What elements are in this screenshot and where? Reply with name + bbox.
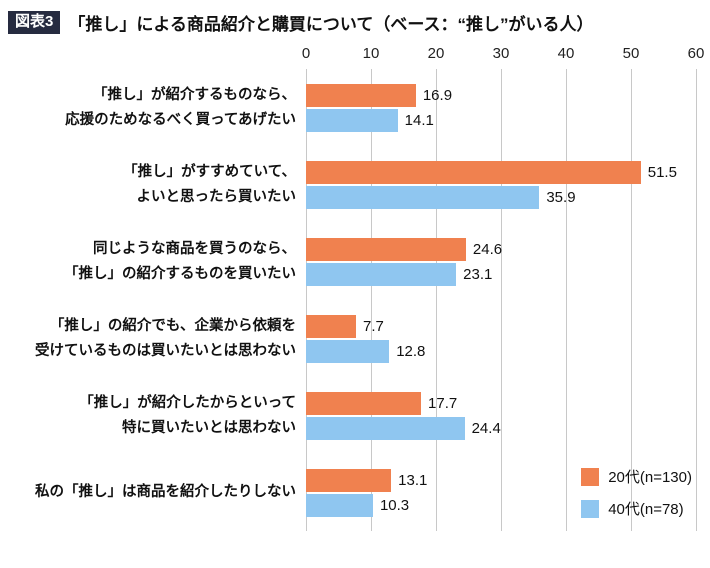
- x-axis-tick-label: 20: [427, 45, 445, 62]
- x-axis-tick-label: 0: [301, 45, 311, 62]
- chart-body: 「推し」が紹介するものなら、応援のためなるべく買ってあげたい「推し」がすすめてい…: [6, 69, 697, 531]
- bar-row: 12.8: [306, 339, 696, 363]
- bar-row: 10.3: [306, 493, 696, 517]
- category-label: 同じような商品を買うのなら、「推し」の紹介するものを買いたい: [6, 223, 306, 300]
- chart-title: 「推し」による商品紹介と購買について（ベース：“推し”がいる人）: [68, 15, 594, 34]
- x-axis-tick-label: 30: [492, 45, 510, 62]
- bar-row: 7.7: [306, 314, 696, 338]
- bar-40代(n=78): [306, 493, 373, 517]
- category-label-line: よいと思ったら買いたい: [136, 188, 297, 205]
- bar-row: 14.1: [306, 108, 696, 132]
- category-label-line: 同じような商品を買うのなら、: [93, 240, 296, 257]
- bar-group: 17.7 24.4: [306, 377, 696, 454]
- bar-40代(n=78): [306, 108, 398, 132]
- legend-label: 20代(n=130): [608, 469, 692, 486]
- gridline: [306, 69, 307, 531]
- gridline: [696, 69, 697, 531]
- bar-value-label: 24.4: [471, 419, 501, 437]
- x-axis-tick-label: 60: [687, 45, 705, 62]
- bar-value-label: 12.8: [396, 342, 426, 360]
- category-label: 「推し」の紹介でも、企業から依頼を受けているものは買いたいとは思わない: [6, 300, 306, 377]
- bar-row: 16.9: [306, 83, 696, 107]
- bar-40代(n=78): [306, 262, 457, 286]
- legend-label: 40代(n=78): [608, 501, 684, 518]
- category-label-line: 「推し」がすすめていて、: [123, 163, 296, 180]
- category-label-line: 「推し」の紹介でも、企業から依頼を: [49, 317, 296, 334]
- figure-number-badge: 図表3: [8, 10, 61, 35]
- bar-20代(n=130): [306, 391, 422, 415]
- legend-item: 20代(n=130): [581, 466, 692, 487]
- category-labels: 「推し」が紹介するものなら、応援のためなるべく買ってあげたい「推し」がすすめてい…: [6, 69, 306, 531]
- chart-header: 図表3 「推し」による商品紹介と購買について（ベース：“推し”がいる人）: [8, 10, 696, 35]
- bar-value-label: 13.1: [398, 471, 428, 489]
- gridline: [370, 69, 372, 531]
- bar-40代(n=78): [306, 339, 390, 363]
- bar-value-label: 23.1: [463, 265, 493, 283]
- bar-20代(n=130): [306, 468, 392, 492]
- bar-group: 24.6 23.1: [306, 223, 696, 300]
- gridline: [435, 69, 437, 531]
- legend-item: 40代(n=78): [581, 498, 692, 519]
- category-label-line: 「推し」が紹介するものなら、: [93, 86, 296, 103]
- bar-row: 24.6: [306, 237, 696, 261]
- bar-value-label: 51.5: [647, 163, 677, 181]
- category-label: 「推し」が紹介したからといって特に買いたいとは思わない: [6, 377, 306, 454]
- bar-row: 23.1: [306, 262, 696, 286]
- bar-20代(n=130): [306, 160, 641, 184]
- category-label-line: 特に買いたいとは思わない: [122, 419, 296, 436]
- category-label: 私の「推し」は商品を紹介したりしない: [6, 454, 306, 531]
- bar-value-label: 24.6: [472, 240, 503, 258]
- bar-group: 13.1 10.3: [306, 454, 696, 531]
- bar-20代(n=130): [306, 314, 357, 338]
- bar-group: 7.7 12.8: [306, 300, 696, 377]
- bar-20代(n=130): [306, 237, 466, 261]
- category-label: 「推し」がすすめていて、よいと思ったら買いたい: [6, 146, 306, 223]
- bar-row: 51.5: [306, 160, 696, 184]
- bar-value-label: 16.9: [422, 86, 453, 104]
- bar-value-label: 10.3: [379, 496, 410, 514]
- legend: 20代(n=130) 40代(n=78): [581, 466, 692, 519]
- gridline: [631, 69, 632, 531]
- plot-area: 16.9 14.1 51.5 35.9 24.6 23.1 7.7 12.8 17.7 24.4 1…: [306, 69, 697, 531]
- legend-swatch: [581, 467, 600, 486]
- x-axis-tick-label: 40: [557, 45, 575, 62]
- bar-value-label: 14.1: [404, 111, 434, 129]
- x-axis-ticks: 0 10 20 30 40 50 60: [302, 43, 705, 69]
- category-label-line: 「推し」が紹介したからといって: [79, 394, 296, 411]
- x-axis-tick-label: 50: [622, 45, 640, 62]
- legend-swatch: [581, 499, 600, 518]
- category-label-line: 「推し」の紹介するものを買いたい: [64, 265, 296, 282]
- x-axis-tick-label: 10: [362, 45, 380, 62]
- bar-row: 35.9: [306, 185, 696, 209]
- bar-row: 24.4: [306, 416, 696, 440]
- category-label: 「推し」が紹介するものなら、応援のためなるべく買ってあげたい: [6, 69, 306, 146]
- category-label-line: 応援のためなるべく買ってあげたい: [65, 111, 296, 128]
- bar-40代(n=78): [306, 185, 540, 209]
- bar-value-label: 7.7: [363, 317, 384, 335]
- bar-40代(n=78): [306, 416, 465, 440]
- bar-group: 51.5 35.9: [306, 146, 696, 223]
- category-label-line: 私の「推し」は商品を紹介したりしない: [35, 484, 296, 501]
- category-label-line: 受けているものは買いたいとは思わない: [35, 342, 296, 359]
- gridline: [501, 69, 502, 531]
- bar-value-label: 35.9: [546, 188, 576, 206]
- bar-row: 13.1: [306, 468, 696, 492]
- bar-value-label: 17.7: [428, 394, 458, 412]
- bar-group: 16.9 14.1: [306, 69, 696, 146]
- bar-20代(n=130): [306, 83, 416, 107]
- bar-row: 17.7: [306, 391, 696, 415]
- gridline: [565, 69, 567, 531]
